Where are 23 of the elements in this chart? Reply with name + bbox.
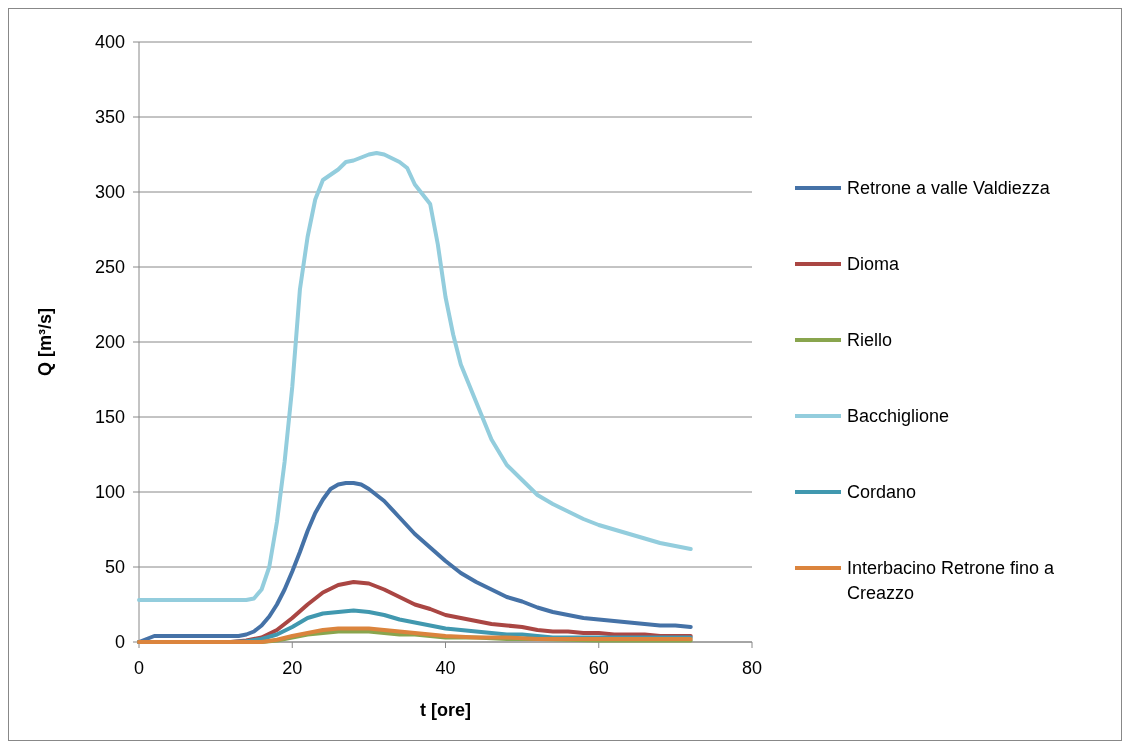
legend-label: Retrone a valle Valdiezza [847,178,1051,199]
legend-label: Riello [847,330,893,351]
y-tick-label: 300 [94,182,125,203]
legend-label: Bacchiglione [847,406,950,427]
y-tick-label: 50 [104,557,125,578]
y-tick-label: 150 [94,407,125,428]
legend-label: Cordano [847,482,917,503]
y-tick-label: 350 [94,107,125,128]
x-tick-label: 60 [588,658,609,678]
x-axis-title: t [ore] [420,700,471,720]
line-series [137,151,693,602]
x-tick-label: 20 [282,658,303,678]
y-tick-label: 0 [114,632,125,653]
y-tick-label: 100 [94,482,125,503]
y-axis-title: Q [m³/s] [35,307,55,377]
x-tick-label: 40 [435,658,456,678]
legend-label: Interbacino Retrone fino a Creazzo [847,558,1056,603]
y-tick-label: 200 [94,332,125,353]
x-tick-label: 0 [133,658,145,678]
y-tick-label: 250 [94,257,125,278]
x-tick-label: 80 [741,658,763,678]
legend-label: Dioma [847,254,900,275]
y-tick-label: 400 [94,32,125,53]
